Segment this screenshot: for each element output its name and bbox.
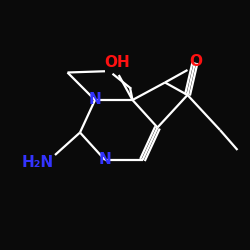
Text: OH: OH bbox=[104, 55, 130, 70]
Text: O: O bbox=[190, 54, 203, 69]
Text: N: N bbox=[98, 152, 112, 168]
Text: H₂N: H₂N bbox=[22, 155, 54, 170]
Text: N: N bbox=[88, 92, 102, 108]
